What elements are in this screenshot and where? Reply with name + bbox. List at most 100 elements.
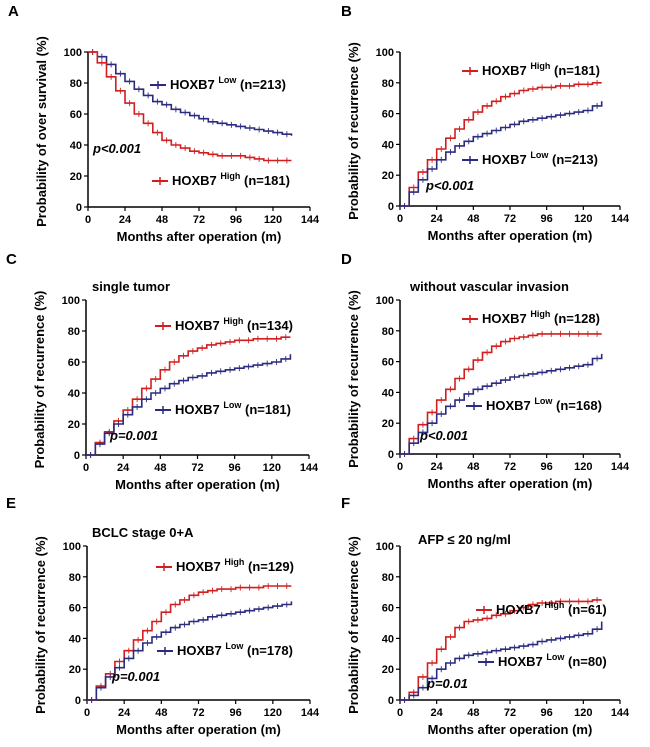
y-axis-label: Probability of recurrence (%) (32, 291, 47, 469)
x-tick-label: 0 (397, 213, 403, 225)
y-tick-label: 100 (376, 295, 394, 307)
legend-label: HOXB7 Low (n=80) (498, 652, 607, 669)
y-tick-label: 40 (382, 387, 394, 399)
x-tick-label: 48 (467, 213, 479, 225)
legend-label: HOXB7 Low (n=168) (486, 396, 602, 413)
panel-letter: D (341, 251, 352, 268)
y-tick-label: 80 (382, 78, 394, 90)
x-tick-label: 96 (230, 707, 242, 719)
y-tick-label: 80 (69, 572, 81, 584)
panel-letter: F (341, 495, 350, 512)
x-tick-label: 144 (301, 214, 320, 226)
x-tick-label: 24 (431, 707, 444, 719)
p-value: p<0.001 (419, 428, 468, 443)
y-tick-label: 40 (70, 140, 82, 152)
y-tick-label: 20 (382, 664, 394, 676)
panel-letter: C (6, 251, 17, 268)
panel-subtitle: AFP ≤ 20 ng/ml (418, 532, 511, 547)
y-tick-label: 60 (69, 603, 81, 615)
y-tick-label: 0 (388, 695, 394, 707)
x-tick-label: 96 (229, 462, 241, 474)
x-tick-label: 120 (574, 461, 592, 473)
x-tick-label: 96 (541, 213, 553, 225)
legend-label: HOXB7 High (n=134) (175, 316, 293, 333)
x-tick-label: 72 (504, 461, 516, 473)
x-tick-label: 144 (611, 461, 630, 473)
y-tick-label: 100 (62, 295, 80, 307)
panel-letter: A (8, 3, 19, 20)
x-tick-label: 72 (504, 707, 516, 719)
y-tick-label: 0 (75, 695, 81, 707)
x-axis-label: Months after operation (m) (117, 229, 282, 244)
panel-subtitle: BCLC stage 0+A (92, 525, 194, 540)
y-tick-label: 20 (70, 171, 82, 183)
x-tick-label: 144 (301, 707, 320, 719)
x-tick-label: 0 (84, 707, 90, 719)
legend-label: HOXB7 High (n=128) (482, 309, 600, 326)
legend-label: HOXB7 Low (n=213) (170, 75, 286, 92)
km-curve-high (86, 336, 291, 456)
x-tick-label: 120 (264, 707, 282, 719)
y-tick-label: 80 (382, 572, 394, 584)
y-tick-label: 0 (388, 201, 394, 213)
y-axis-label: Probability of recurrence (%) (33, 536, 48, 714)
y-tick-label: 40 (382, 633, 394, 645)
panel-a: A 0 24 48 72 96 120 144 0 20 40 60 80 100 Months after… (8, 3, 320, 244)
x-tick-label: 72 (504, 213, 516, 225)
p-value: p=0.01 (426, 676, 468, 691)
legend-label: HOXB7 Low (n=213) (482, 150, 598, 167)
x-tick-label: 144 (611, 213, 630, 225)
y-tick-label: 20 (382, 418, 394, 430)
panel-letter: B (341, 3, 352, 20)
x-tick-label: 24 (431, 213, 444, 225)
x-tick-label: 0 (83, 462, 89, 474)
panel-e: E BCLC stage 0+A 0 24 48 72 96 120 144 0 20 40 60 80 1… (6, 495, 320, 737)
legend-label: HOXB7 High (n=129) (176, 557, 294, 574)
x-axis-label: Months after operation (m) (116, 722, 281, 737)
x-tick-label: 96 (541, 707, 553, 719)
p-value: p<0.001 (92, 141, 141, 156)
x-tick-label: 24 (431, 461, 444, 473)
x-tick-label: 96 (541, 461, 553, 473)
y-tick-label: 0 (74, 450, 80, 462)
x-tick-label: 0 (397, 707, 403, 719)
y-tick-label: 0 (76, 202, 82, 214)
y-tick-label: 0 (388, 449, 394, 461)
y-tick-label: 60 (382, 603, 394, 615)
x-tick-label: 72 (193, 214, 205, 226)
panel-subtitle: single tumor (92, 279, 170, 294)
km-curve-low (400, 353, 603, 455)
y-tick-label: 100 (63, 541, 81, 553)
x-axis-label: Months after operation (m) (428, 476, 593, 491)
x-tick-label: 0 (397, 461, 403, 473)
y-tick-label: 20 (69, 664, 81, 676)
km-curve-low (87, 601, 293, 701)
legend-label: HOXB7 High (n=181) (172, 171, 290, 188)
panel-b: B 0 24 48 72 96 120 144 0 20 40 60 80 100 Months after… (341, 3, 630, 243)
x-axis-label: Months after operation (m) (428, 722, 593, 737)
x-tick-label: 144 (611, 707, 630, 719)
km-curve-high (87, 585, 292, 701)
x-tick-label: 72 (192, 707, 204, 719)
y-tick-label: 100 (376, 47, 394, 59)
panel-letter: E (6, 495, 16, 512)
x-tick-label: 24 (119, 214, 132, 226)
p-value: p=0.001 (109, 428, 158, 443)
x-tick-label: 48 (156, 214, 168, 226)
y-tick-label: 40 (69, 633, 81, 645)
y-tick-label: 60 (68, 357, 80, 369)
x-tick-label: 48 (154, 462, 166, 474)
x-tick-label: 0 (85, 214, 91, 226)
legend-label: HOXB7 High (n=61) (496, 600, 607, 617)
y-tick-label: 40 (382, 139, 394, 151)
panel-subtitle: without vascular invasion (409, 279, 569, 294)
p-value: p<0.001 (425, 178, 474, 193)
x-tick-label: 48 (467, 707, 479, 719)
x-tick-label: 120 (264, 214, 282, 226)
y-tick-label: 20 (68, 419, 80, 431)
y-axis-label: Probability of over survival (%) (34, 36, 49, 227)
y-tick-label: 40 (68, 388, 80, 400)
